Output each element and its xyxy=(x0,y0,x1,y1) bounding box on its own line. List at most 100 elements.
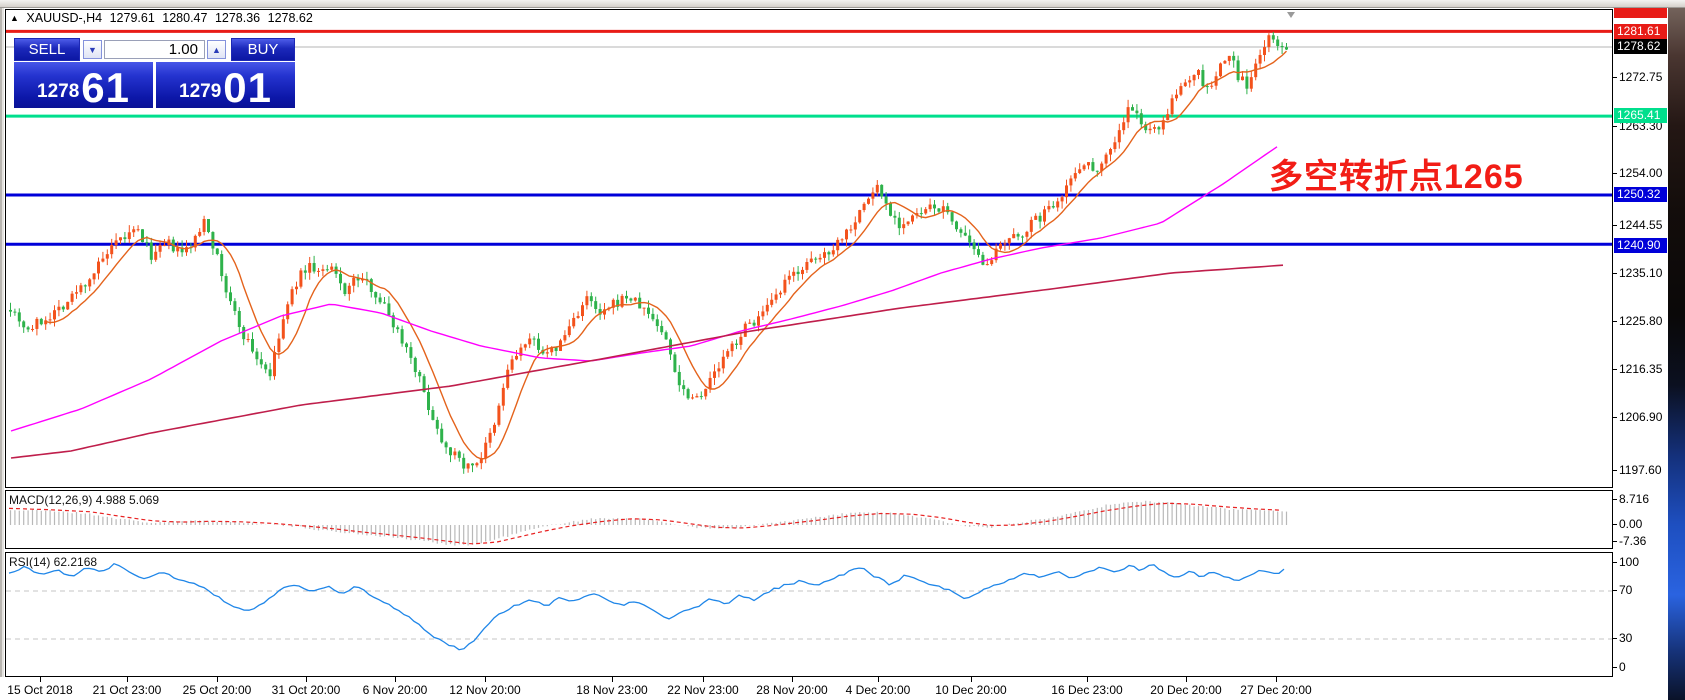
time-axis-label: 15 Oct 2018 xyxy=(7,683,73,697)
time-axis-tick xyxy=(485,677,486,682)
time-axis-tick xyxy=(703,677,704,682)
time-axis[interactable]: 15 Oct 2018 21 Oct 23:00 25 Oct 20:00 31 Oc… xyxy=(0,677,1613,700)
price-axis-highlight-label: 1281.61 xyxy=(1614,23,1667,39)
indicator-axis-label: 0 xyxy=(1619,660,1626,674)
price-axis-label: 1225.80 xyxy=(1619,314,1663,328)
chart-annotation-text: 多空转折点1265 xyxy=(1269,158,1524,196)
time-axis-label: 25 Oct 20:00 xyxy=(182,683,252,697)
time-axis-label: 20 Dec 20:00 xyxy=(1150,683,1222,697)
price-axis-tick xyxy=(1613,173,1617,174)
chart-shift-marker-icon[interactable] xyxy=(1287,12,1295,18)
time-axis-tick xyxy=(306,677,307,682)
price-axis-tick xyxy=(1613,77,1617,78)
main-price-chart-panel[interactable]: ▲ XAUUSD-,H4 1279.61 1280.47 1278.36 127… xyxy=(5,9,1613,488)
buy-price-big: 01 xyxy=(223,63,272,111)
ohlc-close: 1278.62 xyxy=(267,11,313,25)
indicator-axis-label: -7.36 xyxy=(1619,534,1647,548)
price-axis-tick xyxy=(1613,321,1617,322)
buy-button[interactable]: BUY xyxy=(231,38,295,61)
indicator-axis-label: 70 xyxy=(1619,583,1633,597)
indicator-axis-tick xyxy=(1613,562,1617,563)
price-axis-highlight-label: 1240.90 xyxy=(1614,237,1667,253)
time-axis-tick xyxy=(878,677,879,682)
price-axis-label: 1254.00 xyxy=(1619,166,1663,180)
price-axis-label: 1197.60 xyxy=(1619,463,1662,477)
sell-price-big: 61 xyxy=(81,63,130,111)
buy-price-panel[interactable]: 1279 01 xyxy=(156,62,295,108)
time-axis-tick xyxy=(217,677,218,682)
price-axis-label: 1216.35 xyxy=(1619,362,1663,376)
one-click-trading-widget: SELL ▼ ▲ BUY 1278 61 1279 01 xyxy=(14,38,295,108)
macd-indicator-panel[interactable]: MACD(12,26,9) 4.988 5.069 xyxy=(5,490,1613,549)
chart-ohlc-header: ▲ XAUUSD-,H4 1279.61 1280.47 1278.36 127… xyxy=(10,11,317,25)
time-axis-label: 22 Nov 23:00 xyxy=(667,683,739,697)
window-left-border xyxy=(0,8,5,700)
indicator-axis-tick xyxy=(1613,638,1617,639)
time-axis-tick xyxy=(395,677,396,682)
indicator-axis-tick xyxy=(1613,499,1617,500)
time-axis-label: 12 Nov 20:00 xyxy=(449,683,521,697)
rsi-label: RSI(14) 62.2168 xyxy=(9,555,98,569)
time-axis-label: 27 Dec 20:00 xyxy=(1240,683,1312,697)
price-axis[interactable]: 1272.75 1263.30 1254.00 1244.55 1235.10 1225.… xyxy=(1613,0,1668,700)
time-axis-label: 31 Oct 20:00 xyxy=(271,683,341,697)
collapse-triangle-icon[interactable]: ▲ xyxy=(10,13,19,23)
ohlc-high: 1280.47 xyxy=(162,11,208,25)
indicator-axis-tick xyxy=(1613,590,1617,591)
price-axis-highlight-label: 1250.32 xyxy=(1614,186,1667,202)
rsi-chart[interactable] xyxy=(6,553,1612,676)
window-titlebar-edge xyxy=(0,0,1685,8)
candlestick-chart[interactable] xyxy=(6,10,1612,487)
price-axis-highlight-label: 1278.62 xyxy=(1614,38,1667,54)
sell-price-panel[interactable]: 1278 61 xyxy=(14,62,153,108)
time-axis-tick xyxy=(971,677,972,682)
time-axis-label: 21 Oct 23:00 xyxy=(92,683,162,697)
price-axis-tick xyxy=(1613,417,1617,418)
time-axis-tick xyxy=(127,677,128,682)
price-axis-highlight-label: 1265.41 xyxy=(1614,107,1667,123)
indicator-axis-tick xyxy=(1613,541,1617,542)
price-axis-label: 1244.55 xyxy=(1619,218,1663,232)
time-axis-label: 28 Nov 20:00 xyxy=(756,683,828,697)
indicator-axis-tick xyxy=(1613,667,1617,668)
background-window-edge xyxy=(1668,0,1685,700)
volume-increase-button[interactable]: ▲ xyxy=(207,40,226,59)
price-axis-tick xyxy=(1613,126,1617,127)
time-axis-tick xyxy=(612,677,613,682)
sell-price-small: 1278 xyxy=(37,81,80,102)
indicator-axis-label: 0.00 xyxy=(1619,517,1643,531)
indicator-axis-label: 30 xyxy=(1619,631,1633,645)
symbol-period-label: XAUUSD-,H4 xyxy=(26,11,103,25)
time-axis-tick xyxy=(1276,677,1277,682)
ohlc-open: 1279.61 xyxy=(109,11,155,25)
time-axis-tick xyxy=(792,677,793,682)
indicator-axis-label: 100 xyxy=(1619,555,1640,569)
ohlc-low: 1278.36 xyxy=(214,11,261,25)
time-axis-tick xyxy=(1186,677,1187,682)
indicator-axis-tick xyxy=(1613,524,1617,525)
price-axis-label: 1263.30 xyxy=(1619,119,1663,133)
price-axis-label: 1235.10 xyxy=(1619,266,1663,280)
price-axis-tick xyxy=(1613,225,1617,226)
volume-input[interactable] xyxy=(104,40,205,59)
time-axis-label: 10 Dec 20:00 xyxy=(935,683,1007,697)
price-axis-label: 1206.90 xyxy=(1619,410,1663,424)
time-axis-label: 16 Dec 23:00 xyxy=(1051,683,1123,697)
price-axis-partial-label xyxy=(1614,5,1667,18)
buy-price-small: 1279 xyxy=(179,81,222,102)
time-axis-tick xyxy=(1087,677,1088,682)
price-axis-tick xyxy=(1613,470,1617,471)
time-axis-tick xyxy=(40,677,41,682)
macd-chart[interactable] xyxy=(6,491,1612,548)
indicator-axis-label: 8.716 xyxy=(1619,492,1650,506)
time-axis-label: 18 Nov 23:00 xyxy=(576,683,648,697)
macd-label: MACD(12,26,9) 4.988 5.069 xyxy=(9,493,160,507)
time-axis-label: 6 Nov 20:00 xyxy=(362,683,428,697)
volume-decrease-button[interactable]: ▼ xyxy=(83,40,102,59)
price-axis-tick xyxy=(1613,273,1617,274)
sell-button[interactable]: SELL xyxy=(14,38,80,61)
rsi-indicator-panel[interactable]: RSI(14) 62.2168 xyxy=(5,552,1613,677)
price-axis-label: 1272.75 xyxy=(1619,70,1663,84)
time-axis-label: 4 Dec 20:00 xyxy=(845,683,911,697)
